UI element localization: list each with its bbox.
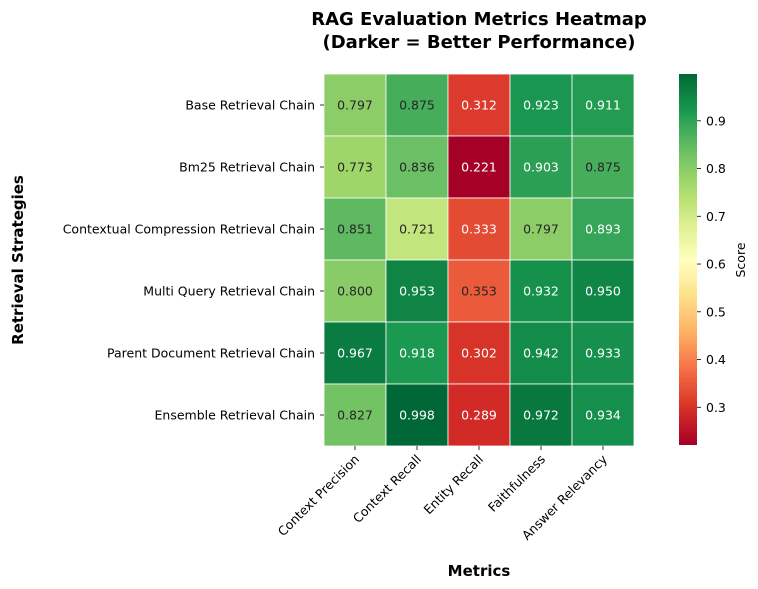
chart-title-line-2: (Darker = Better Performance) xyxy=(322,32,635,53)
x-tick-label: Entity Recall xyxy=(421,452,487,518)
cell-value-label: 0.800 xyxy=(337,284,373,299)
heatmap-cell xyxy=(447,73,511,137)
heatmap-cell xyxy=(385,321,449,385)
chart-title-line-1: RAG Evaluation Metrics Heatmap xyxy=(311,9,647,30)
heatmap-cell xyxy=(571,197,635,261)
colorbar-tick-label: 0.4 xyxy=(706,352,726,367)
heatmap-cell xyxy=(571,321,635,385)
cell-value-label: 0.851 xyxy=(337,222,373,237)
cell-value-label: 0.827 xyxy=(337,408,373,423)
cell-value-label: 0.934 xyxy=(585,408,621,423)
cell-value-label: 0.312 xyxy=(461,98,497,113)
colorbar-tick-label: 0.9 xyxy=(706,113,726,128)
cell-value-label: 0.289 xyxy=(461,408,497,423)
cell-value-label: 0.875 xyxy=(585,160,621,175)
heatmap-cell xyxy=(385,197,449,261)
colorbar xyxy=(679,74,697,445)
cell-value-label: 0.903 xyxy=(523,160,559,175)
colorbar-tick-label: 0.8 xyxy=(706,161,726,176)
cell-value-label: 0.875 xyxy=(399,98,435,113)
cell-value-label: 0.967 xyxy=(337,346,373,361)
cell-value-label: 0.998 xyxy=(399,408,435,423)
colorbar-tick-label: 0.3 xyxy=(706,400,726,415)
cell-value-label: 0.950 xyxy=(585,284,621,299)
heatmap-cell xyxy=(385,259,449,323)
heatmap-cell xyxy=(509,383,573,447)
heatmap-cell xyxy=(571,259,635,323)
cell-value-label: 0.953 xyxy=(399,284,435,299)
heatmap-cell xyxy=(447,259,511,323)
cell-value-label: 0.797 xyxy=(523,222,559,237)
heatmap-cell xyxy=(447,197,511,261)
y-tick-label: Bm25 Retrieval Chain xyxy=(179,160,315,175)
heatmap-cell xyxy=(571,135,635,199)
heatmap-cell xyxy=(323,321,387,385)
cell-value-label: 0.893 xyxy=(585,222,621,237)
x-tick-label: Faithfulness xyxy=(485,452,548,515)
heatmap-cell xyxy=(385,383,449,447)
y-tick-label: Parent Document Retrieval Chain xyxy=(107,346,315,361)
heatmap-cell xyxy=(447,321,511,385)
y-tick-label: Base Retrieval Chain xyxy=(185,98,315,113)
colorbar-tick-label: 0.7 xyxy=(706,209,726,224)
cell-value-label: 0.221 xyxy=(461,160,497,175)
heatmap-cell xyxy=(323,135,387,199)
heatmap-cells: 0.797 0.875 0.312 0.923 0.911 0.773 0.836 0.221… xyxy=(323,73,635,447)
cell-value-label: 0.923 xyxy=(523,98,559,113)
heatmap-cell xyxy=(571,73,635,137)
heatmap-cell xyxy=(509,73,573,137)
heatmap-cell xyxy=(571,383,635,447)
heatmap-cell xyxy=(447,135,511,199)
heatmap-cell xyxy=(509,197,573,261)
y-tick-label: Multi Query Retrieval Chain xyxy=(143,284,315,299)
cell-value-label: 0.353 xyxy=(461,284,497,299)
colorbar-tick-label: 0.5 xyxy=(706,304,726,319)
cell-value-label: 0.773 xyxy=(337,160,373,175)
cell-value-label: 0.721 xyxy=(399,222,435,237)
cell-value-label: 0.972 xyxy=(523,408,559,423)
heatmap-cell xyxy=(323,73,387,137)
y-tick-label: Contextual Compression Retrieval Chain xyxy=(63,222,315,237)
cell-value-label: 0.911 xyxy=(585,98,621,113)
y-axis-ticks: Base Retrieval Chain Bm25 Retrieval Chain… xyxy=(63,98,324,423)
heatmap-cell xyxy=(447,383,511,447)
heatmap-cell xyxy=(385,73,449,137)
cell-value-label: 0.932 xyxy=(523,284,559,299)
cell-value-label: 0.942 xyxy=(523,346,559,361)
cell-value-label: 0.836 xyxy=(399,160,435,175)
y-axis-label: Retrieval Strategies xyxy=(9,175,27,345)
cell-value-label: 0.797 xyxy=(337,98,373,113)
heatmap-cell xyxy=(509,259,573,323)
colorbar-ticks: 0.3 0.4 0.5 0.6 0.7 0.8 0.9 xyxy=(697,113,726,415)
colorbar-label: Score xyxy=(733,242,748,277)
cell-value-label: 0.333 xyxy=(461,222,497,237)
colorbar-tick-label: 0.6 xyxy=(706,257,726,272)
cell-value-label: 0.933 xyxy=(585,346,621,361)
cell-value-label: 0.918 xyxy=(399,346,435,361)
x-axis-label: Metrics xyxy=(448,562,511,580)
x-tick-label: Context Precision xyxy=(275,452,362,539)
cell-value-label: 0.302 xyxy=(461,346,497,361)
y-tick-label: Ensemble Retrieval Chain xyxy=(155,408,316,423)
